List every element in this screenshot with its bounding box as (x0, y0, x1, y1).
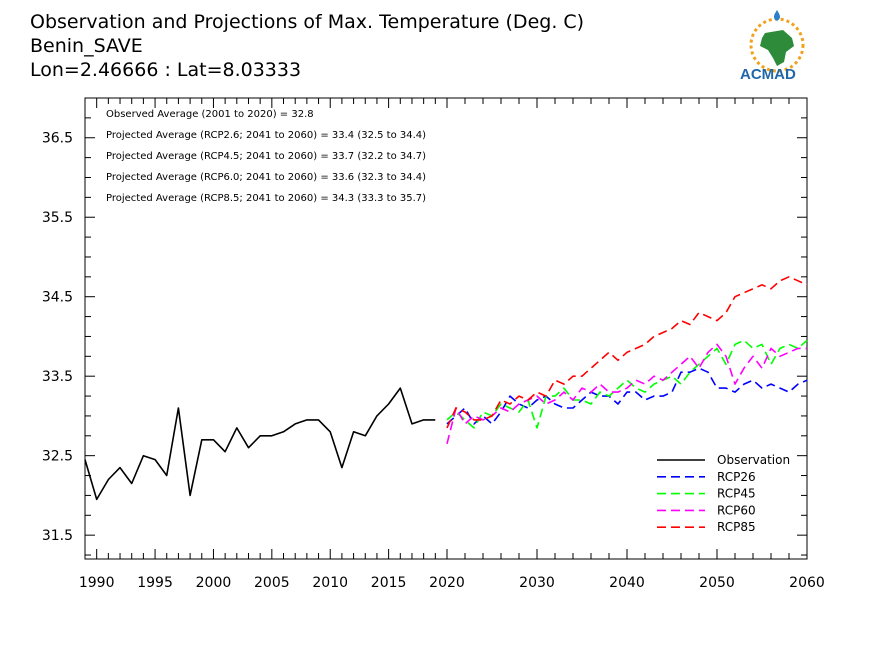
water-drop-icon (773, 10, 781, 21)
x-tick-label: 2000 (196, 575, 232, 591)
stats-annotations: Observed Average (2001 to 2020) = 32.8 P… (106, 109, 426, 204)
legend-label: RCP85 (717, 520, 756, 534)
africa-map-icon (760, 30, 794, 66)
stat-rcp26: Projected Average (RCP2.6; 2041 to 2060)… (106, 130, 426, 141)
y-tick-label: 33.5 (42, 369, 73, 385)
x-tick-label: 2020 (429, 575, 465, 591)
chart-title: Observation and Projections of Max. Temp… (30, 11, 584, 81)
title-line-2: Benin_SAVE (30, 35, 143, 57)
x-tick-label: 2015 (371, 575, 407, 591)
x-tick-label: 2005 (254, 575, 290, 591)
series-lines (84, 275, 808, 501)
x-tick-label: 2040 (609, 575, 645, 591)
series-line-rcp45 (446, 339, 808, 429)
x-tick-label: 2050 (699, 575, 735, 591)
plot-frame (84, 97, 808, 560)
x-tick-label: 2060 (789, 575, 825, 591)
y-tick-label: 34.5 (42, 290, 73, 306)
y-tick-label: 32.5 (42, 449, 73, 465)
x-tick-label: 1995 (137, 575, 173, 591)
legend-label: RCP60 (717, 503, 756, 517)
y-axis: 31.5 32.5 33.5 34.5 35.5 36.5 (42, 117, 807, 556)
legend: Observation RCP26 RCP45 RCP60 RCP85 (657, 453, 790, 534)
stat-observed: Observed Average (2001 to 2020) = 32.8 (106, 109, 314, 120)
legend-label: RCP26 (717, 470, 756, 484)
stat-rcp45: Projected Average (RCP4.5; 2041 to 2060)… (106, 151, 426, 162)
stat-rcp60: Projected Average (RCP6.0; 2041 to 2060)… (106, 172, 426, 183)
x-tick-label: 2030 (519, 575, 555, 591)
series-line-rcp85 (446, 275, 808, 429)
logo-text: ACMAD (740, 66, 796, 83)
title-line-3: Lon=2.46666 : Lat=8.03333 (30, 59, 301, 81)
series-line-rcp60 (446, 343, 807, 444)
title-line-1: Observation and Projections of Max. Temp… (30, 11, 584, 33)
acmad-logo: ACMAD (740, 10, 805, 83)
x-tick-label: 1990 (79, 575, 115, 591)
series-line-rcp26 (446, 367, 808, 425)
legend-label: Observation (717, 453, 790, 467)
x-tick-label: 2010 (312, 575, 348, 591)
x-axis: 1990 1995 2000 2005 2010 2015 2020 2030 2040 2050… (79, 98, 825, 591)
stat-rcp85: Projected Average (RCP8.5; 2041 to 2060)… (106, 193, 426, 204)
legend-label: RCP45 (717, 487, 756, 501)
y-tick-label: 35.5 (42, 210, 73, 226)
series-line-observation (84, 387, 436, 501)
y-tick-label: 36.5 (42, 131, 73, 147)
y-tick-label: 31.5 (42, 528, 73, 544)
